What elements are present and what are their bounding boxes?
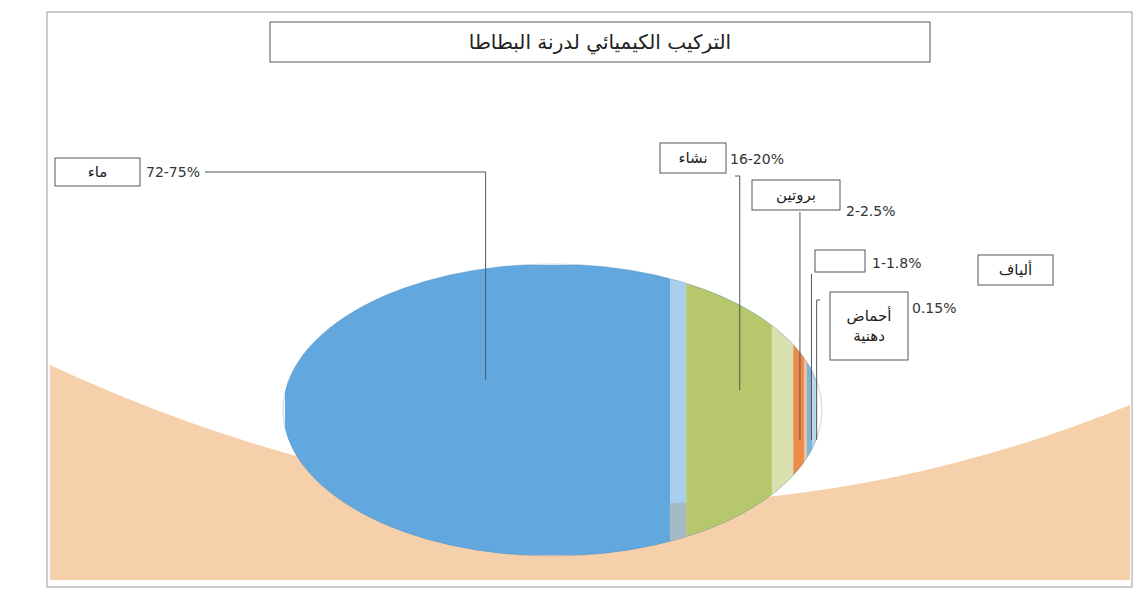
svg-text:1-1.8%: 1-1.8% xyxy=(872,255,922,271)
svg-text:ماء: ماء xyxy=(88,163,108,181)
svg-text:72-75%: 72-75% xyxy=(146,164,200,180)
svg-text:نشاء: نشاء xyxy=(678,149,707,167)
svg-text:بروتين: بروتين xyxy=(776,186,816,204)
svg-text:ألياف: ألياف xyxy=(999,260,1032,279)
svg-text:2-2.5%: 2-2.5% xyxy=(846,203,896,219)
svg-text:16-20%: 16-20% xyxy=(730,151,784,167)
svg-text:0.15%: 0.15% xyxy=(912,300,956,316)
svg-text:أحماضدهنية: أحماضدهنية xyxy=(847,306,892,345)
svg-text:التركيب الكيميائي لدرنة البطاط: التركيب الكيميائي لدرنة البطاطا xyxy=(469,30,731,55)
